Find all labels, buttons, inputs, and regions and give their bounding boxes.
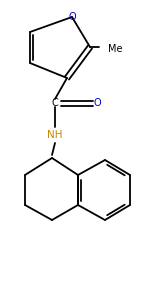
Text: O: O <box>93 98 101 108</box>
Text: NH: NH <box>47 130 63 140</box>
Text: Me: Me <box>108 44 122 54</box>
Text: O: O <box>68 12 76 22</box>
Text: C: C <box>52 98 58 108</box>
